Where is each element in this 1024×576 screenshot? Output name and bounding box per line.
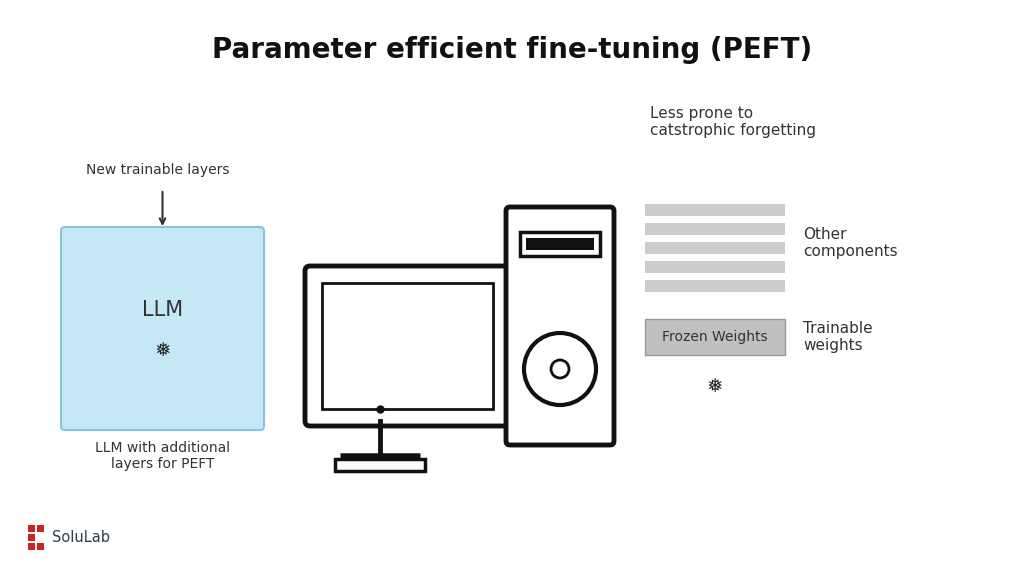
Bar <box>645 261 785 273</box>
Bar <box>37 525 44 532</box>
Bar <box>645 242 785 254</box>
Bar <box>645 223 785 235</box>
Text: LLM: LLM <box>142 301 183 320</box>
Bar <box>28 543 35 550</box>
Text: ❅: ❅ <box>707 377 723 396</box>
Bar <box>28 525 35 532</box>
Text: Parameter efficient fine-tuning (PEFT): Parameter efficient fine-tuning (PEFT) <box>212 36 812 64</box>
Text: Trainable
weights: Trainable weights <box>803 321 872 353</box>
Bar <box>322 283 493 409</box>
Bar <box>520 232 600 256</box>
FancyBboxPatch shape <box>645 319 785 355</box>
Bar <box>37 543 44 550</box>
FancyBboxPatch shape <box>305 266 510 426</box>
FancyBboxPatch shape <box>61 227 264 430</box>
Text: ❅: ❅ <box>155 341 171 360</box>
Bar <box>28 534 35 541</box>
Bar <box>645 204 785 216</box>
Bar <box>645 280 785 292</box>
Text: Other
components: Other components <box>803 227 898 259</box>
Text: New trainable layers: New trainable layers <box>86 163 229 177</box>
Text: Frozen Weights: Frozen Weights <box>663 330 768 344</box>
Text: LLM with additional
layers for PEFT: LLM with additional layers for PEFT <box>95 441 230 471</box>
Text: Less prone to
catstrophic forgetting: Less prone to catstrophic forgetting <box>650 106 816 138</box>
FancyBboxPatch shape <box>506 207 614 445</box>
Bar <box>526 238 594 250</box>
Bar <box>335 459 425 471</box>
Text: SoluLab: SoluLab <box>52 530 110 545</box>
